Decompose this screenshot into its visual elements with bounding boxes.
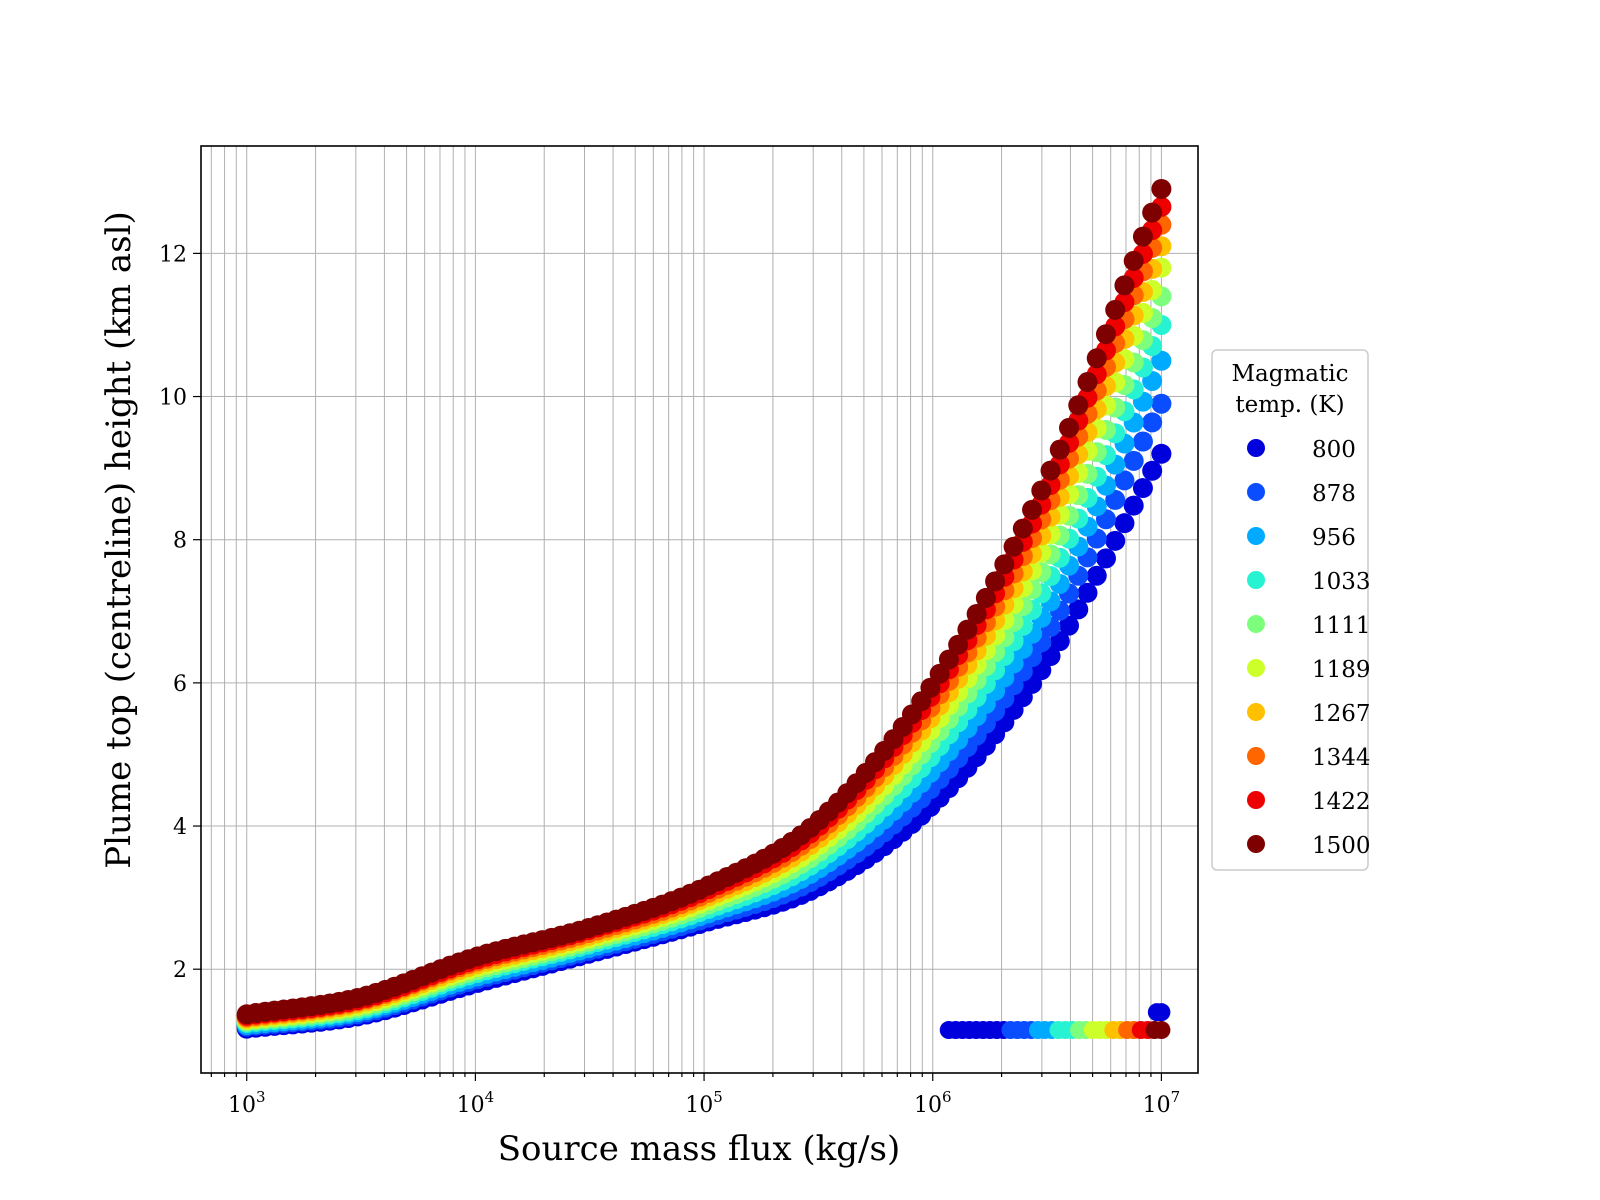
cluster-point-800 xyxy=(1152,1003,1171,1022)
legend-label-878: 878 xyxy=(1312,481,1356,507)
x-tick-label: 107 xyxy=(1143,1088,1181,1118)
legend-marker-1344 xyxy=(1247,747,1265,765)
data-point-1500 xyxy=(1114,275,1135,296)
x-tick-label-exponent: 7 xyxy=(1171,1088,1181,1106)
x-tick-label-exponent: 6 xyxy=(942,1088,952,1106)
data-point-1500 xyxy=(1095,324,1116,345)
x-tick-label-exponent: 3 xyxy=(256,1088,266,1106)
legend-marker-1500 xyxy=(1247,835,1265,853)
legend-label-1189: 1189 xyxy=(1312,657,1371,683)
data-point-1500 xyxy=(1031,480,1052,501)
data-point-878 xyxy=(1151,393,1172,414)
data-point-800 xyxy=(1142,460,1163,481)
data-point-1500 xyxy=(1123,250,1144,271)
data-point-1500 xyxy=(1151,178,1172,199)
data-point-1500 xyxy=(1049,439,1070,460)
data-point-800 xyxy=(1132,478,1153,499)
x-tick-label-base: 10 xyxy=(914,1093,942,1118)
data-point-800 xyxy=(1123,495,1144,516)
data-point-1500 xyxy=(966,604,987,625)
legend-marker-1111 xyxy=(1247,615,1265,633)
data-point-800 xyxy=(1049,631,1070,652)
data-point-1500 xyxy=(1142,202,1163,223)
legend-title-line-2: temp. (K) xyxy=(1235,392,1344,418)
legend-marker-1422 xyxy=(1247,791,1265,809)
data-point-956 xyxy=(1151,350,1172,371)
data-point-1500 xyxy=(985,571,1006,592)
legend-label-1111: 1111 xyxy=(1312,613,1371,639)
data-point-1500 xyxy=(1003,536,1024,557)
x-tick-label-exponent: 4 xyxy=(485,1088,495,1106)
plot-frame xyxy=(200,145,1199,1074)
y-axis-title: Plume top (centreline) height (km asl) xyxy=(99,211,139,869)
data-point-1500 xyxy=(1105,299,1126,320)
data-point-1500 xyxy=(929,663,950,684)
data-points xyxy=(236,178,1172,1040)
legend-label-956: 956 xyxy=(1312,525,1356,551)
legend-label-1344: 1344 xyxy=(1312,745,1371,771)
data-point-1500 xyxy=(1022,499,1043,520)
data-point-800 xyxy=(1086,565,1107,586)
data-point-800 xyxy=(1059,615,1080,636)
data-point-800 xyxy=(1095,548,1116,569)
data-point-1500 xyxy=(994,554,1015,575)
data-point-1500 xyxy=(975,587,996,608)
data-point-800 xyxy=(1114,513,1135,534)
data-point-1500 xyxy=(1086,348,1107,369)
legend-marker-800 xyxy=(1247,439,1265,457)
data-point-800 xyxy=(1068,599,1089,620)
data-point-1500 xyxy=(938,649,959,670)
data-point-800 xyxy=(1105,530,1126,551)
data-point-1500 xyxy=(1077,372,1098,393)
data-point-878 xyxy=(1142,412,1163,433)
data-point-878 xyxy=(1123,450,1144,471)
legend-box xyxy=(1211,349,1369,871)
legend-label-1033: 1033 xyxy=(1312,569,1371,595)
legend-marker-1189 xyxy=(1247,659,1265,677)
legend-label-800: 800 xyxy=(1312,437,1356,463)
data-point-1500 xyxy=(1068,395,1089,416)
legend-label-1267: 1267 xyxy=(1312,701,1371,727)
legend-label-1422: 1422 xyxy=(1312,789,1371,815)
x-tick-label: 103 xyxy=(228,1088,266,1118)
x-axis-title: Source mass flux (kg/s) xyxy=(498,1129,900,1169)
data-point-878 xyxy=(1105,489,1126,510)
legend-title-line-1: Magmatic xyxy=(1232,361,1349,387)
x-tick-label-base: 10 xyxy=(457,1093,485,1118)
data-point-1500 xyxy=(1040,460,1061,481)
data-point-1500 xyxy=(957,619,978,640)
legend-marker-1033 xyxy=(1247,571,1265,589)
x-tick-label-base: 10 xyxy=(228,1093,256,1118)
data-point-1500 xyxy=(1012,518,1033,539)
y-tick-label: 10 xyxy=(159,386,187,411)
x-tick-label-base: 10 xyxy=(1143,1093,1171,1118)
data-point-1500 xyxy=(948,634,969,655)
legend-marker-956 xyxy=(1247,527,1265,545)
legend-marker-1267 xyxy=(1247,703,1265,721)
y-tick-label: 2 xyxy=(173,958,187,983)
legend-entries: 800 878 956 1033 1111 1189 1267 1344 1422 1500 xyxy=(1247,437,1371,859)
y-tick-label: 12 xyxy=(159,242,187,267)
data-point-1500 xyxy=(1132,226,1153,247)
legend-label-1500: 1500 xyxy=(1312,833,1371,859)
data-point-800 xyxy=(1077,582,1098,603)
y-tick-label: 8 xyxy=(173,529,187,554)
cluster-point-1500 xyxy=(1152,1021,1171,1040)
x-tick-label-base: 10 xyxy=(685,1093,713,1118)
data-point-878 xyxy=(1114,470,1135,491)
x-tick-label-exponent: 5 xyxy=(713,1088,723,1106)
data-point-1500 xyxy=(1059,417,1080,438)
legend-marker-878 xyxy=(1247,483,1265,501)
x-tick-label: 106 xyxy=(914,1088,952,1118)
x-tick-label: 104 xyxy=(457,1088,495,1118)
y-tick-label: 4 xyxy=(173,815,187,840)
legend: Magmatic temp. (K) 800 878 956 1033 1111 1189… xyxy=(1211,349,1371,871)
data-point-878 xyxy=(1132,431,1153,452)
data-point-800 xyxy=(1151,443,1172,464)
x-tick-label: 105 xyxy=(685,1088,723,1118)
y-tick-label: 6 xyxy=(173,672,187,697)
